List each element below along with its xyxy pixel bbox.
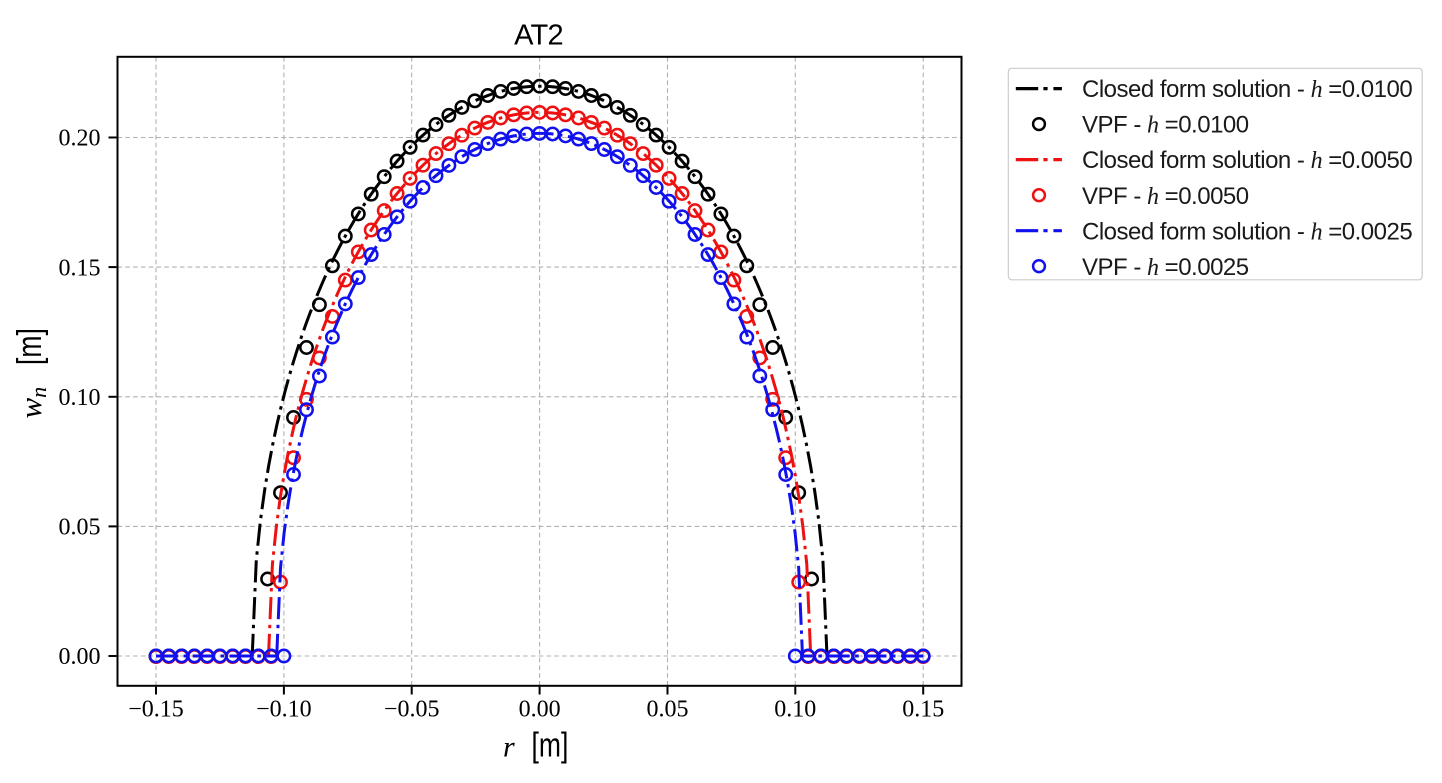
svg-text:0.20: 0.20 <box>59 126 101 152</box>
svg-text:VPF - h =0.0050: VPF - h =0.0050 <box>1082 183 1249 210</box>
svg-text:[m]: [m] <box>11 328 49 365</box>
svg-text:Closed form solution - h =0.00: Closed form solution - h =0.0050 <box>1082 147 1412 174</box>
svg-text:0.10: 0.10 <box>59 385 101 411</box>
svg-text:0.00: 0.00 <box>59 644 101 670</box>
svg-text:−0.10: −0.10 <box>256 697 312 723</box>
svg-text:r: r <box>503 731 515 764</box>
svg-text:AT2: AT2 <box>514 20 563 52</box>
svg-text:VPF - h =0.0025: VPF - h =0.0025 <box>1082 254 1249 281</box>
svg-text:0.05: 0.05 <box>647 697 689 723</box>
svg-text:−0.15: −0.15 <box>128 697 184 723</box>
svg-text:−0.05: −0.05 <box>384 697 440 723</box>
svg-text:0.15: 0.15 <box>59 255 101 281</box>
svg-text:[m]: [m] <box>532 726 569 764</box>
svg-text:0.05: 0.05 <box>59 515 101 541</box>
svg-text:0.00: 0.00 <box>519 697 561 723</box>
svg-text:0.10: 0.10 <box>774 697 816 723</box>
svg-text:VPF - h =0.0100: VPF - h =0.0100 <box>1082 112 1249 139</box>
svg-text:0.15: 0.15 <box>902 697 944 723</box>
svg-text:Closed form solution - h =0.00: Closed form solution - h =0.0025 <box>1082 218 1412 245</box>
svg-text:Closed form solution - h =0.01: Closed form solution - h =0.0100 <box>1082 76 1412 103</box>
